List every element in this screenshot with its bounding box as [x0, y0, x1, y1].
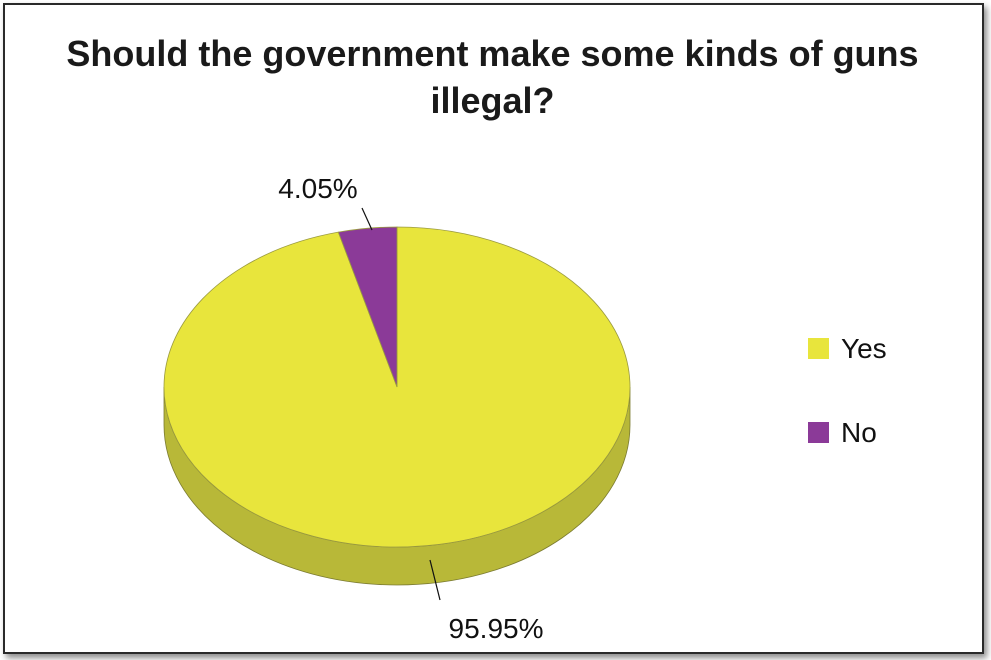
legend-swatch-no [808, 422, 829, 443]
leader-line-no [361, 207, 373, 231]
legend-label-no: No [841, 417, 877, 448]
legend-label-yes: Yes [841, 333, 887, 364]
leader-line-yes [429, 559, 441, 601]
data-label-no: 4.05% [278, 173, 357, 204]
chart-title: Should the government make some kinds of… [66, 33, 919, 121]
data-label-yes: 95.95% [449, 613, 544, 644]
pie-slice-no [337, 226, 398, 388]
legend-swatch-yes [808, 338, 829, 359]
